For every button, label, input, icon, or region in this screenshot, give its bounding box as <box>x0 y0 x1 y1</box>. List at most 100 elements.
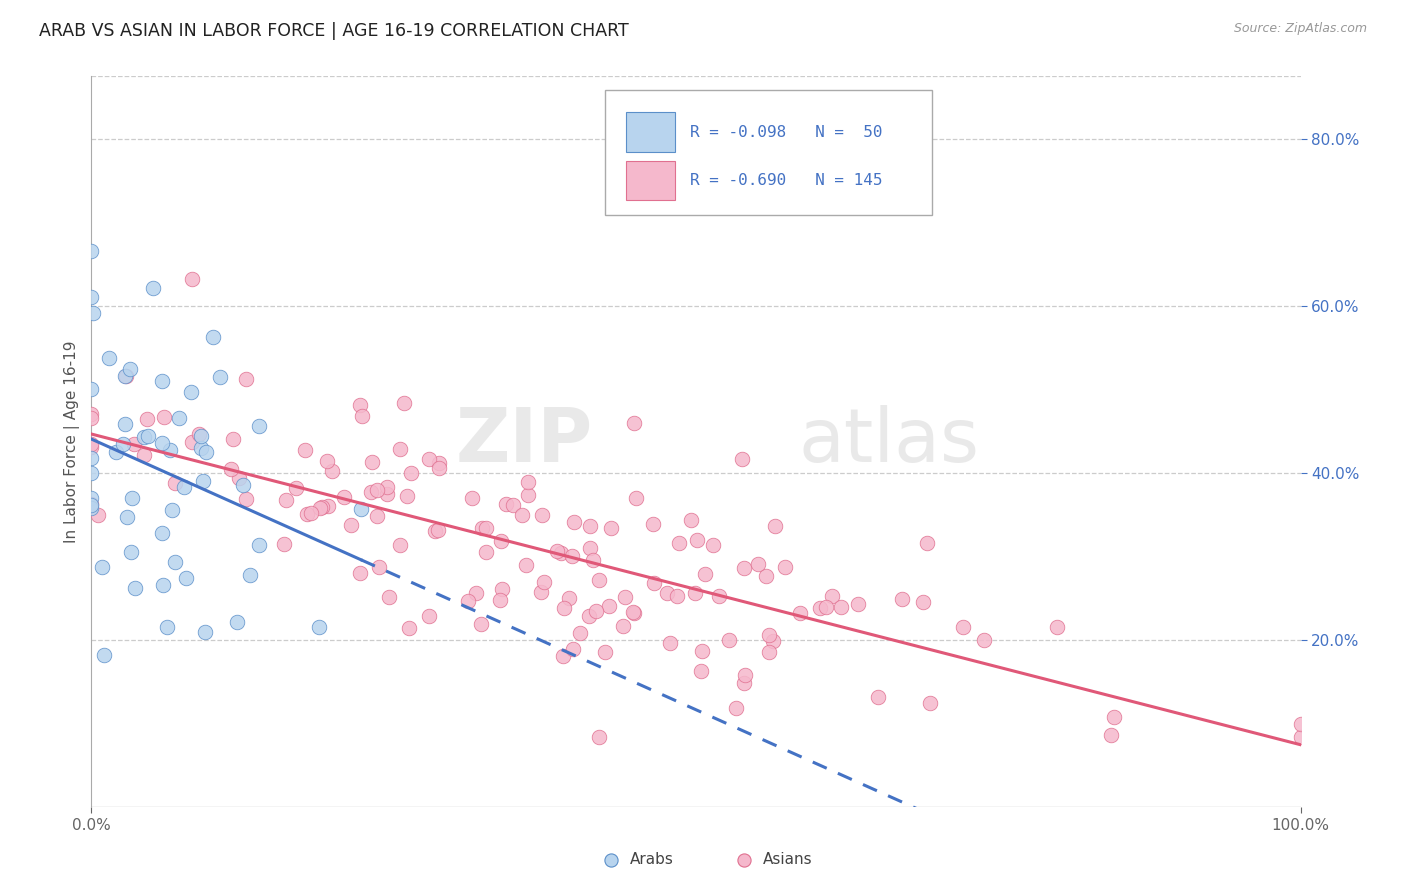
Point <box>952 620 974 634</box>
Point <box>600 860 623 874</box>
Point <box>692 644 714 658</box>
Point <box>621 605 644 619</box>
Point <box>114 417 136 432</box>
Point <box>114 368 136 383</box>
Point <box>464 586 486 600</box>
Point <box>918 697 941 711</box>
Point <box>349 398 371 412</box>
Point <box>702 539 724 553</box>
Point <box>173 480 195 494</box>
Point <box>474 521 496 535</box>
Point <box>247 538 270 552</box>
Point <box>350 409 373 424</box>
Point <box>98 351 121 365</box>
Point <box>470 617 492 632</box>
Point <box>546 544 568 558</box>
Point <box>643 576 665 591</box>
Point <box>93 648 115 663</box>
Point <box>395 489 418 503</box>
Point <box>80 382 103 396</box>
Point <box>641 516 664 531</box>
Point <box>1289 716 1312 731</box>
Point <box>461 491 484 505</box>
Point <box>222 432 245 446</box>
Point <box>755 568 778 582</box>
Point <box>598 599 620 613</box>
Point <box>349 566 371 580</box>
Point <box>579 541 602 555</box>
FancyBboxPatch shape <box>626 112 675 152</box>
Point <box>156 620 179 634</box>
Text: Source: ZipAtlas.com: Source: ZipAtlas.com <box>1233 22 1367 36</box>
Point <box>399 466 422 480</box>
FancyBboxPatch shape <box>626 161 675 200</box>
Point <box>517 488 540 502</box>
Point <box>80 290 103 304</box>
Point <box>285 482 308 496</box>
Point <box>613 590 636 604</box>
Point <box>311 500 333 515</box>
Point <box>219 461 242 475</box>
Point <box>588 573 610 587</box>
Point <box>585 604 607 618</box>
Point <box>309 501 332 516</box>
Point <box>502 499 524 513</box>
Point <box>80 466 103 480</box>
Text: R = -0.690   N = 145: R = -0.690 N = 145 <box>690 173 883 188</box>
Point <box>114 369 136 384</box>
Point <box>209 370 232 384</box>
Point <box>194 445 217 459</box>
Point <box>152 410 174 425</box>
Point <box>308 620 330 634</box>
Point <box>190 429 212 443</box>
Point <box>366 508 388 523</box>
Point <box>80 440 103 454</box>
Point <box>423 524 446 538</box>
Point <box>426 523 449 537</box>
Point <box>789 607 811 621</box>
Point <box>120 362 142 376</box>
Point <box>815 600 838 615</box>
Point <box>163 555 186 569</box>
Point <box>582 553 605 567</box>
Point <box>134 430 156 444</box>
Point <box>80 501 103 516</box>
Point <box>167 411 190 425</box>
Point <box>623 417 645 431</box>
Text: ARAB VS ASIAN IN LABOR FORCE | AGE 16-19 CORRELATION CHART: ARAB VS ASIAN IN LABOR FORCE | AGE 16-19… <box>39 22 628 40</box>
Point <box>174 571 197 585</box>
Point <box>763 518 786 533</box>
Point <box>232 477 254 491</box>
Point <box>80 244 103 259</box>
Point <box>392 396 415 410</box>
Point <box>150 374 173 388</box>
Point <box>515 558 537 573</box>
Point <box>1289 731 1312 745</box>
Point <box>124 581 146 595</box>
Point <box>821 589 844 603</box>
Point <box>612 619 634 633</box>
Point <box>136 429 159 443</box>
Point <box>201 330 224 344</box>
Point <box>159 443 181 458</box>
Point <box>247 419 270 434</box>
Point <box>120 545 142 559</box>
Point <box>162 503 184 517</box>
Text: R = -0.098   N =  50: R = -0.098 N = 50 <box>690 125 883 140</box>
Point <box>758 645 780 659</box>
Point <box>733 676 755 690</box>
Point <box>457 594 479 608</box>
Point <box>87 508 110 522</box>
Point <box>181 272 204 286</box>
Point <box>389 538 412 552</box>
Point <box>626 491 648 506</box>
Point <box>80 497 103 511</box>
Point <box>593 645 616 659</box>
Point <box>489 593 512 607</box>
Point <box>733 561 755 575</box>
Point <box>762 634 785 648</box>
Point <box>193 474 215 488</box>
Point <box>134 448 156 462</box>
Point <box>150 436 173 450</box>
Point <box>295 507 318 521</box>
